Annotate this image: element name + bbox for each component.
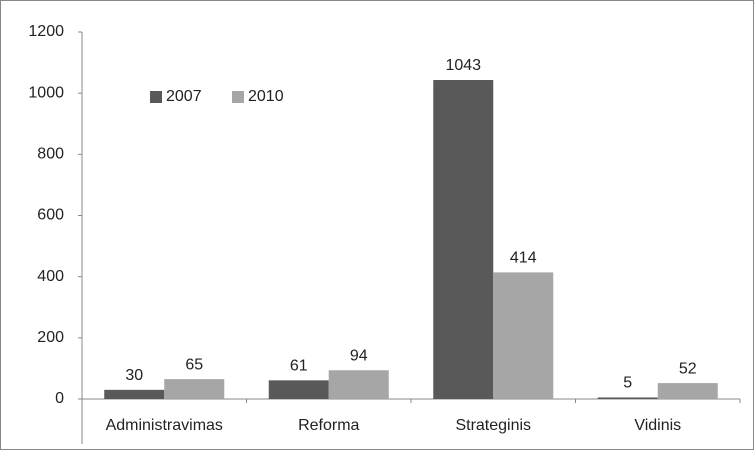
bar xyxy=(104,389,165,399)
x-tick-label: Vidinis xyxy=(634,417,681,434)
data-label: 414 xyxy=(510,250,537,267)
legend-label: 2007 xyxy=(166,88,202,105)
x-tick-label: Reforma xyxy=(298,417,359,434)
y-tick-label: 1000 xyxy=(28,84,64,101)
y-tick-label: 200 xyxy=(37,329,64,346)
legend-swatch xyxy=(232,91,244,103)
data-label: 61 xyxy=(290,358,308,375)
y-tick-label: 0 xyxy=(55,390,64,407)
x-tick-label: Administravimas xyxy=(106,417,223,434)
legend-swatch xyxy=(150,91,162,103)
y-tick-label: 400 xyxy=(37,268,64,285)
bar xyxy=(657,383,718,399)
data-label: 52 xyxy=(679,360,697,377)
bar xyxy=(328,370,389,399)
y-tick-label: 800 xyxy=(37,146,64,163)
data-label: 5 xyxy=(623,375,632,392)
bar xyxy=(164,379,225,399)
bar xyxy=(493,272,554,399)
data-label: 94 xyxy=(350,347,368,364)
bar xyxy=(433,80,494,399)
y-tick-label: 600 xyxy=(37,207,64,224)
data-label: 30 xyxy=(125,367,143,384)
legend-label: 2010 xyxy=(248,88,284,105)
y-tick-label: 1200 xyxy=(28,23,64,40)
bar xyxy=(268,380,329,399)
bar xyxy=(597,397,658,399)
x-tick-label: Strateginis xyxy=(455,417,531,434)
data-label: 1043 xyxy=(445,57,481,74)
data-label: 65 xyxy=(185,356,203,373)
